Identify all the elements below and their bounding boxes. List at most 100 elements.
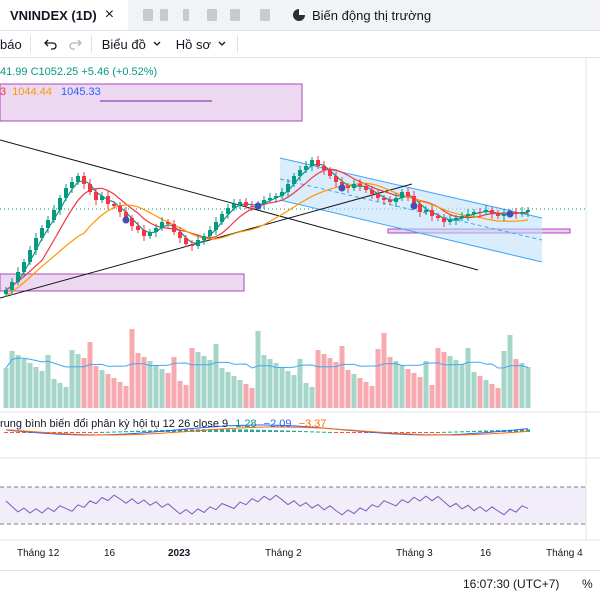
volume-bar [207, 360, 213, 408]
macd-histogram-bar [52, 432, 56, 433]
candle-body [370, 190, 374, 194]
candle-body [28, 250, 32, 262]
macd-histogram-bar [472, 430, 476, 432]
macd-histogram-bar [352, 432, 356, 433]
candle-body [322, 166, 326, 170]
tab-vnindex[interactable]: VNINDEX (1D) × [0, 0, 128, 30]
macd-histogram-bar [136, 430, 140, 432]
macd-histogram [4, 429, 530, 433]
volume-bar [447, 356, 453, 408]
channel-bottom-line[interactable] [279, 199, 543, 263]
macd-histogram-bar [10, 432, 14, 433]
volume-bar [279, 367, 285, 408]
macd-histogram-bar [514, 429, 518, 432]
macd-histogram-bar [520, 429, 524, 432]
candle-body [280, 192, 284, 196]
volume-bar [243, 384, 249, 408]
change-value: +5.46 (+0.52%) [81, 66, 158, 78]
candle-body [364, 186, 368, 190]
profile-menu-label: Hồ sơ [175, 36, 212, 52]
candle-body [214, 222, 218, 230]
macd-signal-line [5, 426, 529, 436]
candle-body [496, 214, 500, 216]
ma-value-1: 1044.44 [12, 86, 52, 98]
candle-body [412, 196, 416, 204]
percent-toggle[interactable]: % [582, 577, 593, 591]
highlight-zone[interactable] [0, 273, 245, 292]
blurred-tab[interactable] [143, 9, 153, 21]
macd-histogram-bar [346, 432, 350, 433]
macd-legend: rung bình biến đổi phân kỳ hội tụ 12 26 … [0, 418, 326, 430]
volume-bar [441, 352, 447, 408]
tab-market-movement[interactable]: Biến động thị trường [292, 0, 431, 30]
volume-bar [369, 386, 375, 408]
macd-histogram-bar [256, 429, 260, 432]
macd-histogram-bar [226, 429, 230, 432]
blurred-tab[interactable] [230, 9, 240, 21]
volume-bar [261, 355, 267, 408]
macd-histogram-bar [184, 429, 188, 432]
blurred-tab[interactable] [183, 9, 189, 21]
x-axis-label: 16 [480, 548, 492, 559]
x-axis-label: 16 [104, 548, 116, 559]
volume-bar [363, 382, 369, 408]
candle-body [88, 184, 92, 192]
volume-bar [231, 376, 237, 408]
report-button[interactable]: báo [0, 36, 22, 52]
volume-bar [501, 351, 507, 408]
volume-bar [429, 385, 435, 408]
macd-histogram-bar [286, 430, 290, 432]
volume-bar [453, 360, 459, 408]
macd-histogram-bar [244, 429, 248, 432]
macd-histogram-bar [322, 431, 326, 433]
blurred-tab[interactable] [260, 9, 270, 21]
redo-icon[interactable] [67, 36, 83, 52]
macd-histogram-bar [478, 430, 482, 432]
trend-line-up[interactable] [0, 183, 413, 299]
candle-body [106, 196, 110, 204]
candle-body [238, 202, 242, 204]
candle-body [418, 204, 422, 212]
ohlc-legend: 41.99 C1052.25 +5.46 (+0.52%) [0, 66, 157, 78]
chevron-down-icon [218, 41, 226, 46]
candle-body [130, 218, 134, 226]
blurred-tab[interactable] [160, 9, 168, 21]
macd-value-1: 1.28 [235, 418, 257, 430]
volume-bar [351, 374, 357, 408]
candle-body [328, 170, 332, 176]
macd-histogram-bar [64, 432, 68, 433]
x-axis-label: 2023 [168, 548, 191, 559]
x-axis-label: Tháng 4 [546, 548, 583, 559]
macd-histogram-bar [430, 432, 434, 433]
candle-body [490, 210, 494, 214]
close-icon[interactable]: × [104, 6, 115, 23]
macd-histogram-bar [82, 432, 86, 433]
candle-body [10, 282, 14, 290]
candle-body [58, 198, 62, 210]
macd-histogram-bar [460, 431, 464, 433]
blurred-tab[interactable] [207, 9, 217, 21]
candle-body [454, 218, 458, 220]
clock: 16:07:30 (UTC+7) [463, 577, 560, 591]
volume-bar [237, 380, 243, 408]
volume-bar [483, 380, 489, 408]
macd-histogram-bar [76, 432, 80, 433]
undo-icon[interactable] [43, 36, 59, 52]
chart-menu-button[interactable]: Biểu đồ [102, 37, 162, 52]
candle-body [466, 214, 470, 216]
highlight-zone[interactable] [0, 83, 303, 122]
volume-bar [339, 346, 345, 408]
candle-body [430, 210, 434, 216]
volume-bar [51, 379, 57, 408]
profile-menu-button[interactable]: Hồ sơ [176, 37, 227, 52]
volume-bar [99, 370, 105, 408]
candle-body [112, 204, 116, 206]
volume-bar [201, 356, 207, 408]
candle-body [478, 212, 482, 213]
volume-bar [87, 342, 93, 408]
price-chart[interactable] [0, 0, 600, 570]
volume-bar [153, 365, 159, 408]
macd-histogram-bar [112, 431, 116, 433]
macd-histogram-bar [172, 429, 176, 432]
macd-histogram-bar [220, 429, 224, 432]
